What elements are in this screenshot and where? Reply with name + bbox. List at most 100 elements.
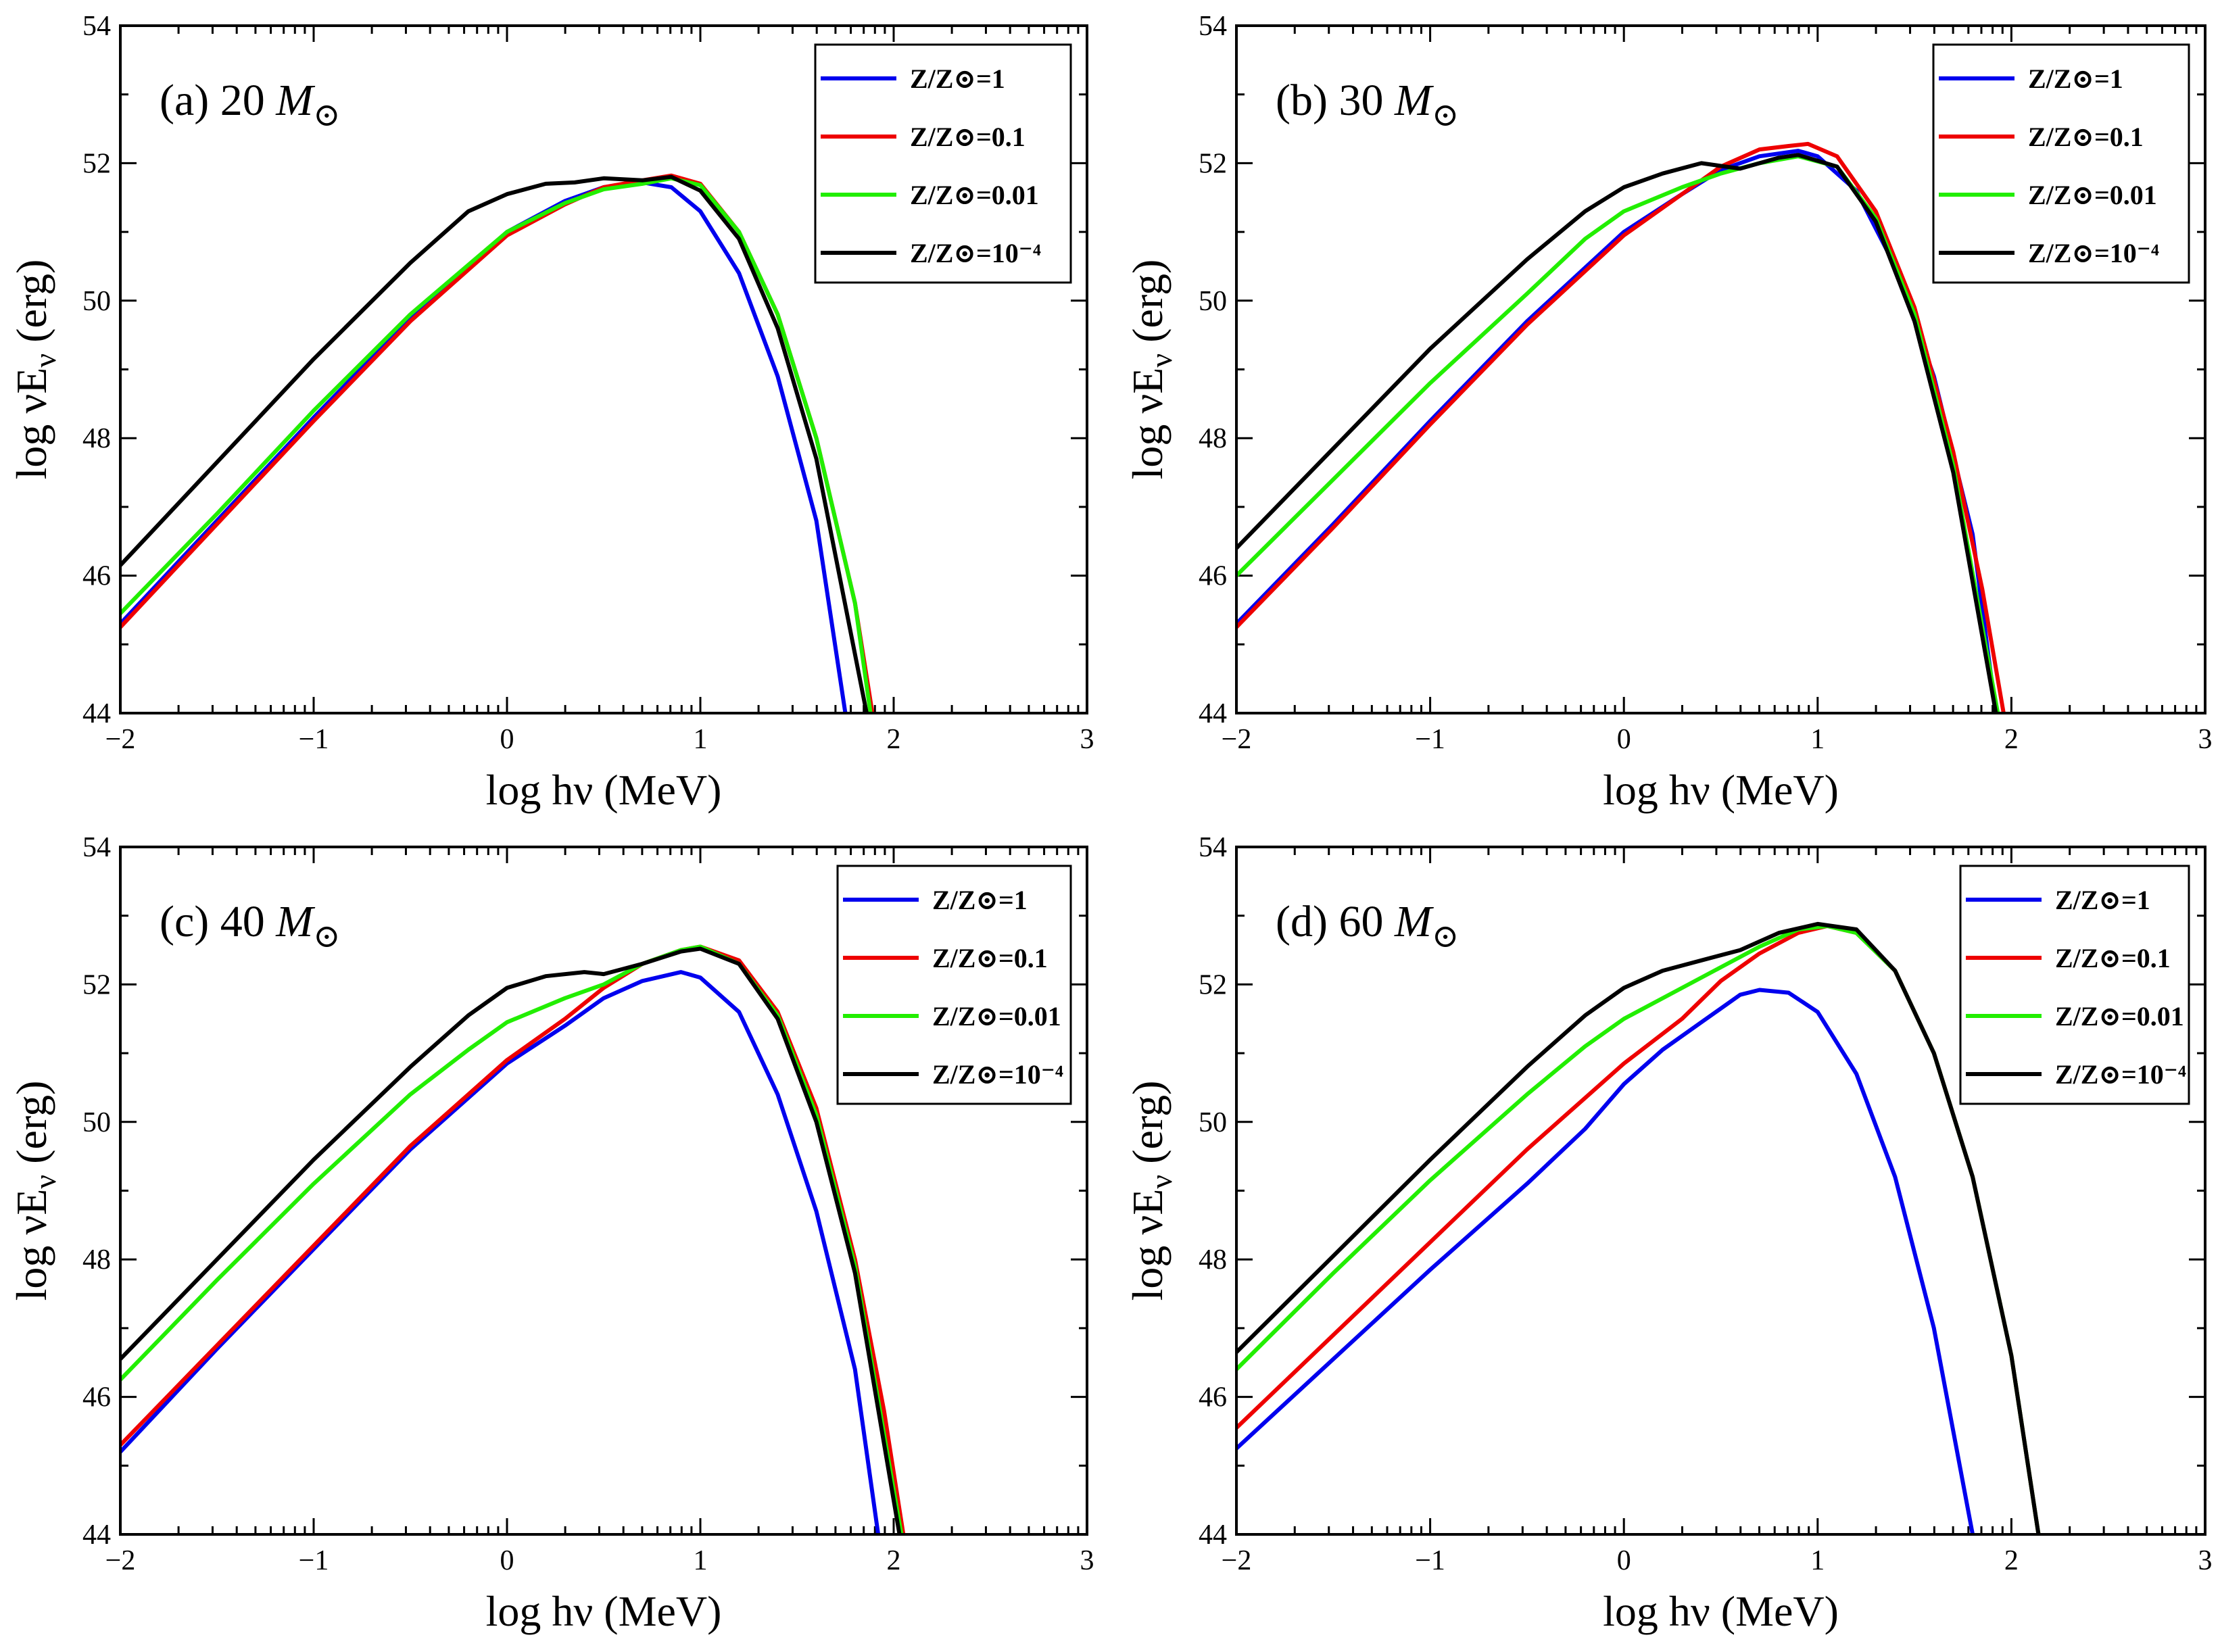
x-tick-label: −1: [1415, 724, 1445, 755]
y-tick-label: 54: [82, 11, 111, 42]
y-tick-label: 44: [1199, 698, 1227, 729]
legend-entry: Z/Z⊙=0.1: [2055, 943, 2171, 973]
legend-box: [814, 43, 1072, 284]
y-tick-label: 48: [82, 1244, 111, 1276]
panel-title: (c) 40 M⊙: [160, 897, 340, 954]
legend-box: [836, 865, 1072, 1105]
legend-entry: Z/Z⊙=10⁻⁴: [932, 1059, 1063, 1090]
legend: Z/Z⊙=1 Z/Z⊙=0.1 Z/Z⊙=0.01 Z/Z⊙=10⁻⁴: [1959, 865, 2190, 1105]
x-tick-label: 3: [1080, 724, 1094, 755]
legend-entry: Z/Z⊙=0.1: [932, 943, 1048, 973]
plot-frame: [1235, 846, 2206, 1536]
y-tick-label: 48: [1199, 423, 1227, 454]
legend-box: [1959, 865, 2190, 1105]
y-tick-label: 46: [1199, 561, 1227, 592]
x-tick-label: 0: [1617, 1545, 1631, 1576]
x-axis-label: log hν (MeV): [1603, 766, 1839, 814]
y-tick-label: 46: [1199, 1382, 1227, 1413]
legend-entry: Z/Z⊙=1: [2055, 885, 2150, 915]
y-tick-label: 54: [82, 832, 111, 863]
panel-title: (d) 60 M⊙: [1276, 897, 1459, 954]
series-line-4: [1236, 153, 1998, 713]
plot-frame: [119, 846, 1088, 1536]
x-tick-label: 2: [2004, 1545, 2019, 1576]
x-tick-label: 1: [1810, 1545, 1825, 1576]
legend-entry: Z/Z⊙=0.01: [910, 180, 1039, 210]
legend-box: [1932, 43, 2190, 284]
series-line-3: [1236, 154, 2000, 713]
y-tick-label: 44: [82, 1520, 111, 1551]
series-group: [1236, 141, 2006, 713]
panel-title: (b) 30 M⊙: [1276, 76, 1459, 133]
y-tick-label: 50: [1199, 286, 1227, 317]
plot-frame: [1235, 24, 2206, 714]
y-tick-label: 54: [1199, 11, 1227, 42]
legend: Z/Z⊙=1 Z/Z⊙=0.1 Z/Z⊙=0.01 Z/Z⊙=10⁻⁴: [1932, 43, 2190, 284]
series-line-4: [120, 946, 902, 1534]
series-line-1: [120, 970, 881, 1534]
x-tick-label: 2: [2004, 724, 2019, 755]
y-tick-label: 48: [82, 423, 111, 454]
x-tick-label: −2: [1222, 724, 1252, 755]
x-tick-label: −1: [1415, 1545, 1445, 1576]
x-tick-label: 0: [1617, 724, 1631, 755]
plot-frame: [119, 24, 1088, 714]
series-line-3: [120, 176, 873, 713]
y-tick-label: 52: [82, 969, 111, 1000]
x-tick-label: −2: [1222, 1545, 1252, 1576]
y-axis-label: log νEν (erg): [1124, 1081, 1178, 1301]
panel-title: (a) 20 M⊙: [160, 76, 340, 133]
legend-entry: Z/Z⊙=1: [910, 64, 1005, 94]
legend-entry: Z/Z⊙=0.01: [932, 1001, 1061, 1031]
legend: Z/Z⊙=1 Z/Z⊙=0.1 Z/Z⊙=0.01 Z/Z⊙=10⁻⁴: [836, 865, 1072, 1105]
x-tick-label: 3: [1080, 1545, 1094, 1576]
y-tick-label: 52: [1199, 148, 1227, 179]
y-tick-label: 52: [82, 148, 111, 179]
y-tick-label: 44: [82, 698, 111, 729]
y-tick-label: 46: [82, 561, 111, 592]
series-line-4: [120, 174, 869, 713]
x-tick-label: 0: [500, 724, 514, 755]
series-group: [120, 944, 906, 1534]
x-tick-label: −2: [105, 724, 136, 755]
x-tick-label: 3: [2198, 724, 2213, 755]
x-axis-label: log hν (MeV): [1603, 1587, 1839, 1635]
y-tick-label: 50: [82, 1107, 111, 1138]
x-tick-label: 3: [2198, 1545, 2213, 1576]
legend-entry: Z/Z⊙=10⁻⁴: [2055, 1059, 2186, 1090]
x-tick-label: 1: [694, 1545, 708, 1576]
legend-entry: Z/Z⊙=0.1: [910, 122, 1025, 152]
x-tick-label: 2: [887, 724, 901, 755]
y-tick-label: 54: [1199, 832, 1227, 863]
legend-entry: Z/Z⊙=1: [2028, 64, 2123, 94]
series-group: [1236, 921, 2041, 1534]
legend-entry: Z/Z⊙=10⁻⁴: [2028, 238, 2159, 268]
legend-entry: Z/Z⊙=10⁻⁴: [910, 238, 1041, 268]
legend-entry: Z/Z⊙=0.1: [2028, 122, 2144, 152]
y-tick-label: 44: [1199, 1520, 1227, 1551]
legend-entry: Z/Z⊙=0.01: [2028, 180, 2157, 210]
x-axis-label: log hν (MeV): [486, 1587, 722, 1635]
x-axis-label: log hν (MeV): [486, 766, 722, 814]
x-tick-label: 1: [694, 724, 708, 755]
series-line-4: [1236, 921, 2041, 1534]
legend: Z/Z⊙=1 Z/Z⊙=0.1 Z/Z⊙=0.01 Z/Z⊙=10⁻⁴: [814, 43, 1072, 284]
y-axis-label: log νEν (erg): [7, 260, 62, 480]
series-line-1: [1236, 988, 1975, 1534]
x-tick-label: −1: [299, 1545, 329, 1576]
y-tick-label: 48: [1199, 1244, 1227, 1276]
x-tick-label: −1: [299, 724, 329, 755]
y-tick-label: 50: [82, 286, 111, 317]
y-tick-label: 46: [82, 1382, 111, 1413]
y-axis-label: log νEν (erg): [7, 1081, 62, 1301]
legend-entry: Z/Z⊙=1: [932, 885, 1028, 915]
legend-entry: Z/Z⊙=0.01: [2055, 1001, 2184, 1031]
series-group: [120, 173, 875, 713]
y-tick-label: 50: [1199, 1107, 1227, 1138]
y-axis-label: log νEν (erg): [1124, 260, 1178, 480]
x-tick-label: 2: [887, 1545, 901, 1576]
